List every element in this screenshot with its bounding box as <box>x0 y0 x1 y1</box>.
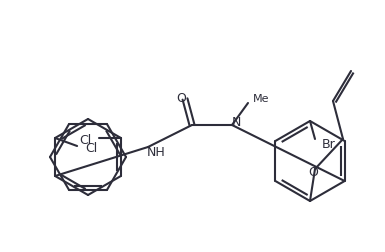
Text: O: O <box>176 91 186 104</box>
Text: O: O <box>308 166 318 179</box>
Text: Cl: Cl <box>85 142 97 155</box>
Text: Me: Me <box>253 94 270 104</box>
Text: N: N <box>231 115 241 128</box>
Text: Cl: Cl <box>79 134 91 147</box>
Text: Br: Br <box>322 137 336 150</box>
Text: NH: NH <box>147 145 166 158</box>
